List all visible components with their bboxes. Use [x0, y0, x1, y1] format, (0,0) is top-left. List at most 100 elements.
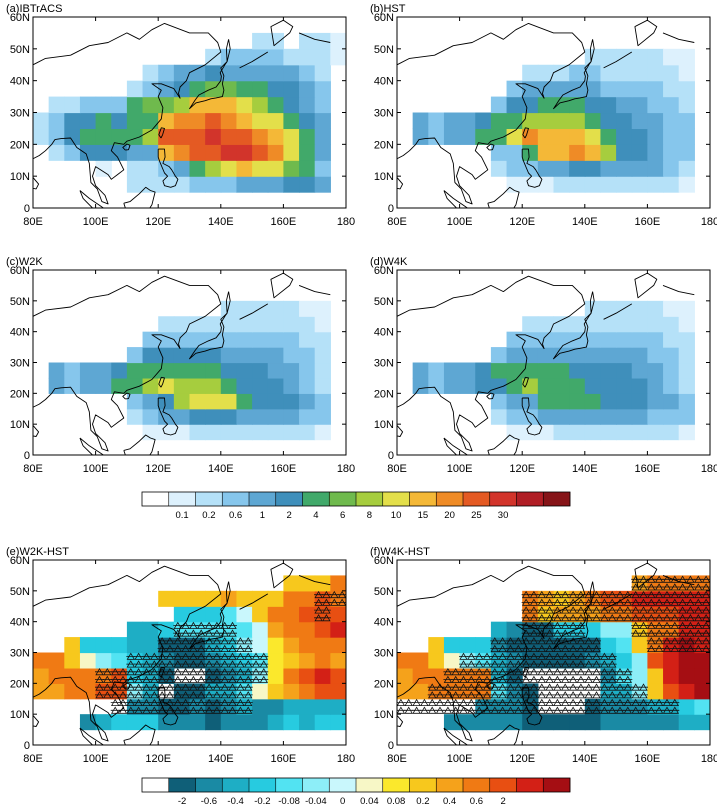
- heat-cell: [584, 637, 602, 654]
- heat-cell: [126, 176, 144, 193]
- hatch-mark: [482, 668, 492, 676]
- heat-cell: [299, 316, 316, 333]
- heat-cell: [522, 714, 539, 731]
- heat-cell: [537, 377, 555, 394]
- hatch-mark: [560, 614, 570, 622]
- heat-cell: [314, 176, 331, 193]
- hatch-mark: [243, 675, 253, 683]
- y-tick-label: 40N: [10, 327, 30, 339]
- coastline: [634, 562, 658, 589]
- hatch-mark: [607, 683, 617, 691]
- hatch-mark: [537, 652, 547, 660]
- hatch-mark: [251, 668, 261, 676]
- heat-cell: [584, 377, 602, 394]
- coastline: [122, 143, 131, 151]
- heat-cell: [299, 80, 316, 98]
- heat-cell: [616, 316, 633, 333]
- hatch-mark: [701, 614, 710, 622]
- hatch-mark: [623, 698, 633, 706]
- coastline: [397, 424, 404, 437]
- heat-cell: [490, 698, 508, 715]
- heat-cell: [189, 714, 206, 731]
- hatch-mark: [646, 621, 656, 629]
- hatch-mark: [459, 652, 468, 660]
- hatch-mark: [662, 598, 672, 606]
- heat-cell: [267, 48, 284, 66]
- hatch-mark: [397, 698, 406, 706]
- heat-cell: [663, 112, 680, 130]
- heat-cell: [252, 377, 269, 394]
- hatch-mark: [537, 621, 547, 629]
- heat-cell: [126, 393, 144, 410]
- heat-cell: [236, 606, 253, 623]
- heat-cell: [569, 96, 586, 114]
- colorbar-label: 0.08: [387, 796, 406, 805]
- colorbar-swatch: [356, 492, 384, 506]
- hatch-mark: [654, 575, 664, 583]
- heat-cell: [459, 714, 476, 731]
- heat-cell: [678, 331, 695, 348]
- coastline: [79, 437, 105, 455]
- heat-cell: [299, 48, 316, 66]
- heat-cell: [220, 112, 238, 130]
- heat-cell: [553, 393, 570, 410]
- colorbar-swatch: [436, 778, 464, 792]
- hatch-mark: [584, 644, 594, 652]
- colorbar-swatch: [463, 778, 491, 792]
- hatch-mark: [521, 590, 531, 599]
- map-panel-d: 80E 100E 120E 140E 160E 180010N20N30N40N50N60…: [370, 256, 717, 475]
- coastline: [589, 39, 595, 63]
- heat-cell: [267, 652, 284, 669]
- hatch-mark: [134, 698, 144, 706]
- hatch-mark: [243, 706, 253, 714]
- heat-cell: [647, 160, 664, 177]
- coastline: [443, 727, 469, 745]
- y-tick-label: 50N: [374, 44, 394, 56]
- hatch-mark: [623, 668, 633, 676]
- hatch-mark: [592, 598, 601, 606]
- colorbar-swatch: [409, 778, 437, 792]
- heat-cell: [678, 144, 695, 161]
- coastline: [158, 376, 165, 388]
- heat-cell: [553, 424, 570, 441]
- heat-cell: [267, 80, 284, 98]
- heat-cell: [506, 160, 523, 177]
- hatch-mark: [662, 644, 672, 652]
- hatch-mark: [506, 706, 515, 714]
- heat-cell: [126, 714, 144, 731]
- heat-cell: [522, 144, 539, 161]
- heat-cell: [490, 621, 508, 638]
- coastline: [487, 186, 520, 208]
- hatch-mark: [329, 598, 339, 606]
- hatch-mark: [631, 575, 641, 583]
- heat-cell: [314, 637, 331, 654]
- hatch-mark: [149, 691, 159, 699]
- heat-cell: [584, 714, 602, 731]
- coastline: [634, 272, 658, 299]
- x-tick-label: 180: [337, 463, 355, 475]
- heat-cell: [299, 96, 316, 114]
- hatch-mark: [443, 698, 453, 706]
- y-tick-label: 20N: [10, 388, 30, 400]
- significance-hatching: [397, 575, 710, 714]
- heat-cell: [126, 377, 144, 394]
- heat-cell: [314, 393, 331, 410]
- hatch-mark: [126, 668, 136, 676]
- coastline: [298, 284, 331, 296]
- coastline: [239, 593, 269, 610]
- heat-cell: [283, 300, 300, 317]
- heat-cell: [522, 80, 539, 98]
- heat-cell: [553, 377, 570, 394]
- hatch-mark: [576, 660, 586, 668]
- heat-cell: [647, 48, 664, 66]
- hatch-mark: [639, 606, 648, 614]
- hatch-mark: [142, 691, 151, 699]
- heat-cell: [537, 96, 555, 114]
- heat-cell: [631, 714, 648, 731]
- hatch-mark: [142, 652, 151, 660]
- hatch-mark: [329, 590, 339, 599]
- heat-cell: [283, 347, 300, 364]
- heat-cell: [600, 683, 617, 700]
- hatch-mark: [568, 644, 578, 652]
- heat-cell: [616, 714, 633, 731]
